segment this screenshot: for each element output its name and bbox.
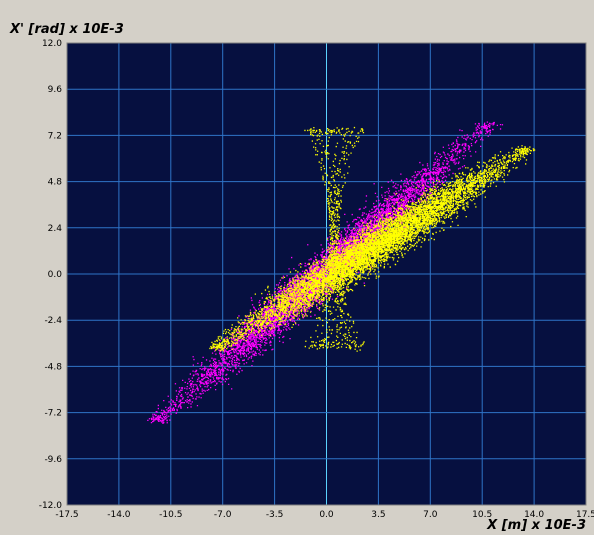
plot-frame [66, 42, 587, 506]
y-tick-label: -4.8 [44, 362, 62, 372]
x-tick-label: 3.5 [371, 510, 385, 520]
x-tick-label: 17.5 [576, 510, 594, 520]
scatter-series [304, 126, 365, 352]
y-tick-label: -9.6 [44, 455, 62, 465]
x-tick-label: -14.0 [107, 510, 131, 520]
x-tick-label: 0.0 [319, 510, 334, 520]
scatter-points [304, 126, 365, 352]
y-tick-label: 4.8 [48, 178, 63, 188]
y-tick-label: 0.0 [48, 270, 63, 280]
y-tick-label: 7.2 [48, 131, 62, 141]
scatter-series [147, 121, 504, 424]
x-tick-label: 7.0 [423, 510, 438, 520]
y-tick-label: 9.6 [48, 85, 63, 95]
x-tick-label: 10.5 [472, 510, 492, 520]
x-axis-title: X [m] x 10E-3 [487, 518, 586, 533]
scatter-points [209, 145, 536, 352]
y-tick-label: 12.0 [42, 39, 62, 49]
x-tick-label: -7.0 [214, 510, 232, 520]
tick-labels: -17.5 -14.0 -10.5 -7.0 -3.5 0.0 3.5 7.0 10.5 14.0… [39, 39, 594, 520]
x-tick-label: -17.5 [55, 510, 78, 520]
y-tick-label: -2.4 [44, 316, 62, 326]
points-layer [147, 121, 536, 424]
y-tick-label: -12.0 [39, 501, 63, 511]
scatter-points [147, 121, 504, 424]
x-tick-label: -3.5 [266, 510, 284, 520]
x-tick-label: 14.0 [524, 510, 544, 520]
scatter-series [209, 145, 536, 352]
y-tick-label: 2.4 [48, 224, 63, 234]
y-axis-title: X' [rad] x 10E-3 [10, 22, 124, 37]
x-tick-label: -10.5 [159, 510, 182, 520]
y-tick-label: -7.2 [44, 409, 62, 419]
